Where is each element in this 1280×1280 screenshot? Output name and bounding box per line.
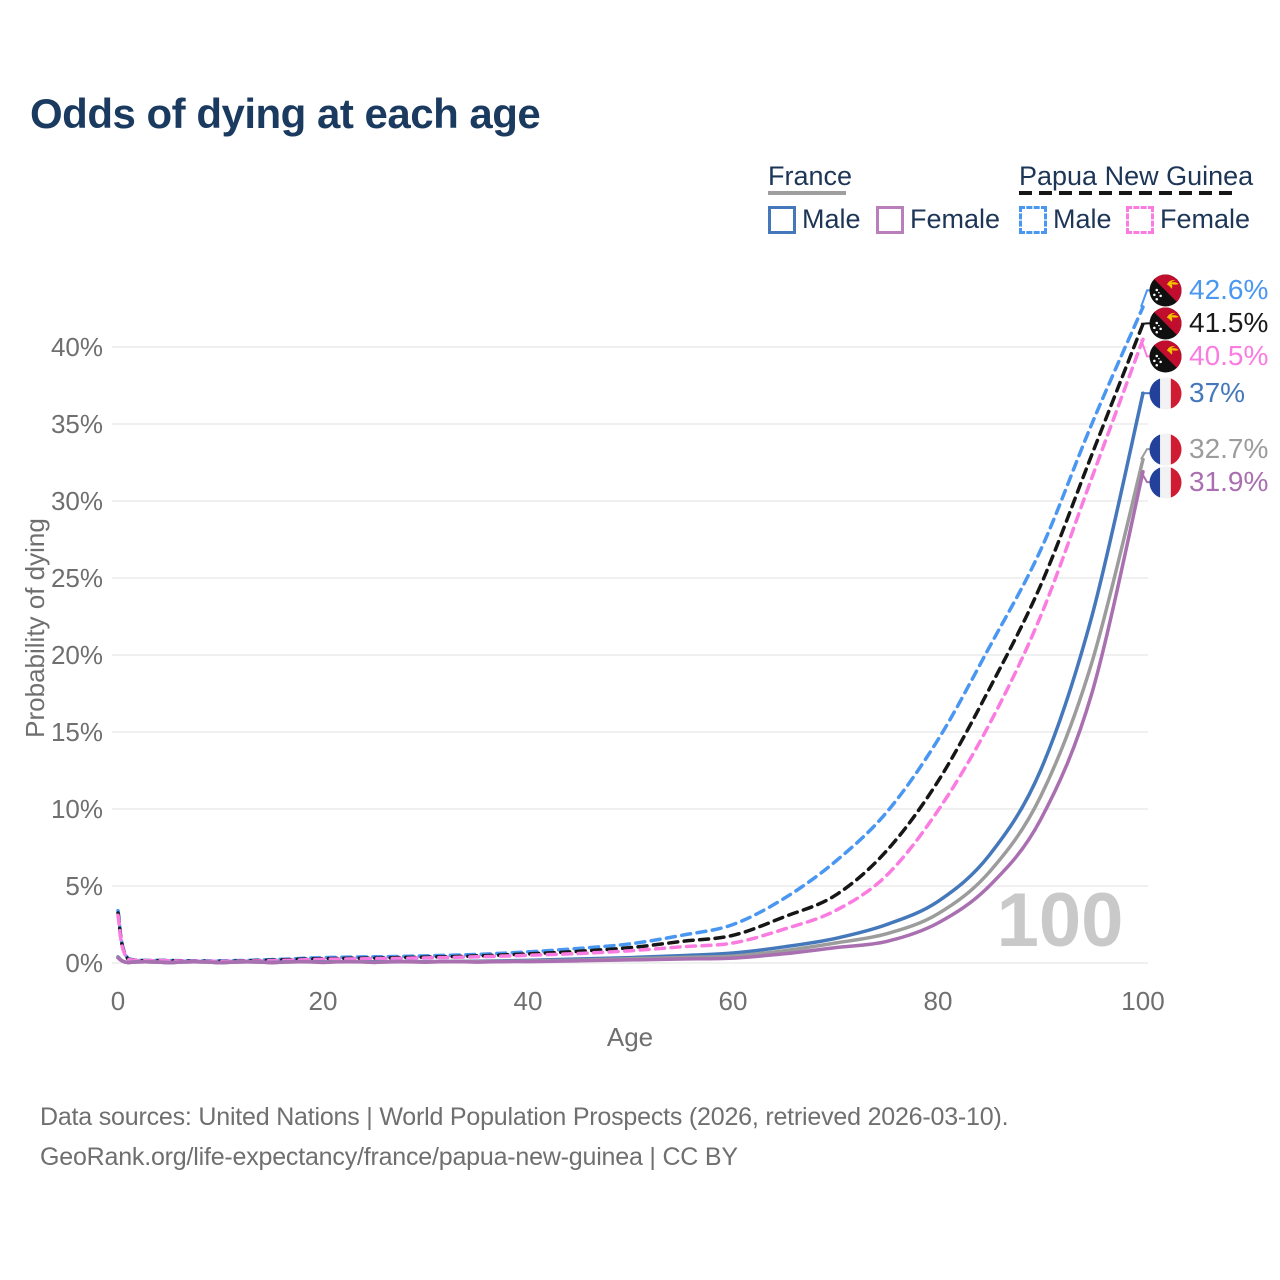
end-label-papua-new-guinea-male: 42.6% xyxy=(1149,273,1268,307)
legend-group-title-papua-new-guinea: Papua New Guinea xyxy=(1019,161,1254,191)
curve-papua-new-guinea-both-sexes[interactable] xyxy=(116,322,1145,963)
legend-label: Female xyxy=(910,204,1001,234)
end-value: 37% xyxy=(1189,377,1246,409)
end-value: 42.6% xyxy=(1189,274,1269,306)
age-watermark: 100 xyxy=(997,878,1124,963)
france-flag-icon xyxy=(1149,466,1182,499)
y-axis-title: Probability of dying xyxy=(20,518,50,738)
legend-swatch-png-female xyxy=(1126,205,1154,234)
legend-swatch-france-male xyxy=(768,205,796,234)
curve-france-male[interactable] xyxy=(116,391,1145,965)
curve-papua-new-guinea-male[interactable] xyxy=(116,305,1145,963)
x-tick-40: 40 xyxy=(514,986,543,1016)
x-tick-100: 100 xyxy=(1121,986,1164,1016)
x-tick-20: 20 xyxy=(309,986,338,1016)
end-label-papua-new-guinea-female: 40.5% xyxy=(1149,339,1268,373)
legend-underline-papua-new-guinea xyxy=(1019,191,1236,195)
x-axis-title: Age xyxy=(607,1022,653,1052)
end-label-france-female: 31.9% xyxy=(1149,465,1268,499)
data-sources-footer: Data sources: United Nations | World Pop… xyxy=(40,1097,1009,1177)
y-tick-0%: 0% xyxy=(65,948,103,978)
end-value: 32.7% xyxy=(1189,433,1269,465)
france-flag-icon xyxy=(1149,433,1182,466)
page-title: Odds of dying at each age xyxy=(30,90,541,137)
legend-item-png-male[interactable]: Male xyxy=(1019,204,1112,235)
legend-label: Male xyxy=(1053,204,1112,234)
x-tick-80: 80 xyxy=(924,986,953,1016)
legend-underline-france xyxy=(768,191,846,195)
y-tick-20%: 20% xyxy=(51,640,103,670)
y-tick-40%: 40% xyxy=(51,332,103,362)
footer-line-attribution[interactable]: GeoRank.org/life-expectancy/france/papua… xyxy=(40,1143,738,1171)
end-label-france-both-sexes: 32.7% xyxy=(1149,432,1268,466)
papua-new-guinea-flag-icon xyxy=(1149,340,1182,373)
x-tick-60: 60 xyxy=(719,986,748,1016)
end-value: 31.9% xyxy=(1189,466,1269,498)
legend-label: Female xyxy=(1160,204,1251,234)
legend-group-title-france: France xyxy=(768,161,853,191)
france-flag-icon xyxy=(1149,377,1182,410)
legend-item-png-female[interactable]: Female xyxy=(1126,204,1250,235)
papua-new-guinea-flag-icon xyxy=(1149,307,1182,340)
series-curves xyxy=(116,305,1145,965)
legend-swatch-france-female xyxy=(876,205,904,234)
y-tick-30%: 30% xyxy=(51,486,103,516)
end-label-papua-new-guinea-both-sexes: 41.5% xyxy=(1149,306,1268,340)
curve-papua-new-guinea-female[interactable] xyxy=(116,337,1145,964)
axis-tick-labels: 0% 5% 10% 15% 20% 25% 30% 35% 40% 0 20 40 60 80 100 xyxy=(51,332,1165,1016)
end-value: 40.5% xyxy=(1189,340,1269,372)
y-tick-35%: 35% xyxy=(51,409,103,439)
end-value: 41.5% xyxy=(1189,307,1269,339)
end-label-france-male: 37% xyxy=(1149,376,1245,410)
legend-item-france-female[interactable]: Female xyxy=(876,204,1000,235)
legend-label: Male xyxy=(802,204,861,234)
y-tick-5%: 5% xyxy=(65,871,103,901)
x-tick-0: 0 xyxy=(111,986,125,1016)
y-tick-15%: 15% xyxy=(51,717,103,747)
legend-swatch-png-male xyxy=(1019,205,1047,234)
footer-line-sources: Data sources: United Nations | World Pop… xyxy=(40,1103,1009,1131)
curve-france-female[interactable] xyxy=(116,469,1145,965)
y-tick-10%: 10% xyxy=(51,794,103,824)
papua-new-guinea-flag-icon xyxy=(1149,274,1182,307)
legend-item-france-male[interactable]: Male xyxy=(768,204,861,235)
y-tick-25%: 25% xyxy=(51,563,103,593)
